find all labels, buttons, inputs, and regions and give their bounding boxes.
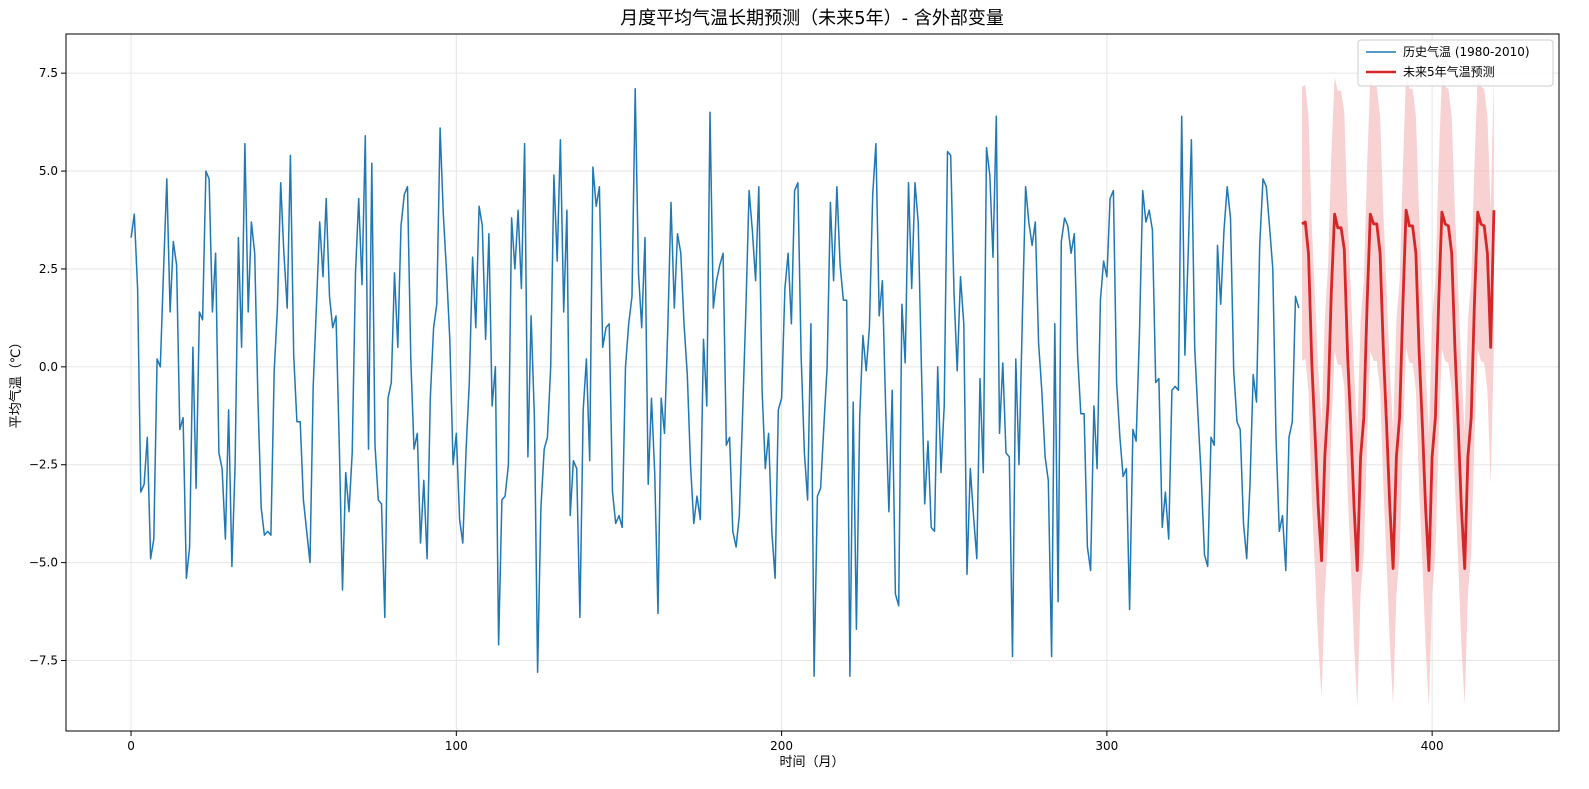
y-axis-ticks: −7.5 −5.0 −2.5 0.0 2.5 5.0 7.5 <box>29 66 66 668</box>
x-tick-label: 0 <box>127 739 135 753</box>
chart-title: 月度平均气温长期预测（未来5年）- 含外部变量 <box>620 8 1004 29</box>
legend-box <box>1357 39 1554 87</box>
x-tick-label: 200 <box>770 739 793 753</box>
legend-label-history: 历史气温 (1980-2010) <box>1403 44 1530 59</box>
y-tick-label: 0.0 <box>39 360 58 374</box>
x-axis-label: 时间（月） <box>779 755 844 770</box>
y-tick-label: −7.5 <box>29 654 58 668</box>
history-line <box>130 88 1300 677</box>
series-lines <box>130 88 1496 677</box>
y-tick-label: 5.0 <box>39 164 58 178</box>
legend: 历史气温 (1980-2010) 未来5年气温预测 <box>1357 39 1554 87</box>
plot-frame <box>65 33 1560 732</box>
y-tick-label: −2.5 <box>29 458 58 472</box>
x-tick-label: 100 <box>445 739 468 753</box>
forecast-ci-band <box>1302 73 1494 708</box>
legend-label-forecast: 未来5年气温预测 <box>1403 64 1495 79</box>
y-tick-label: 7.5 <box>39 66 58 80</box>
x-tick-label: 400 <box>1421 739 1444 753</box>
y-tick-label: −5.0 <box>29 556 58 570</box>
confidence-band <box>1302 73 1494 708</box>
y-tick-label: 2.5 <box>39 262 58 276</box>
y-axis-label: 平均气温（℃） <box>8 336 24 429</box>
x-tick-label: 300 <box>1095 739 1118 753</box>
x-axis-ticks: 0 100 200 300 400 <box>127 731 1444 753</box>
forecast-line <box>1301 208 1496 572</box>
